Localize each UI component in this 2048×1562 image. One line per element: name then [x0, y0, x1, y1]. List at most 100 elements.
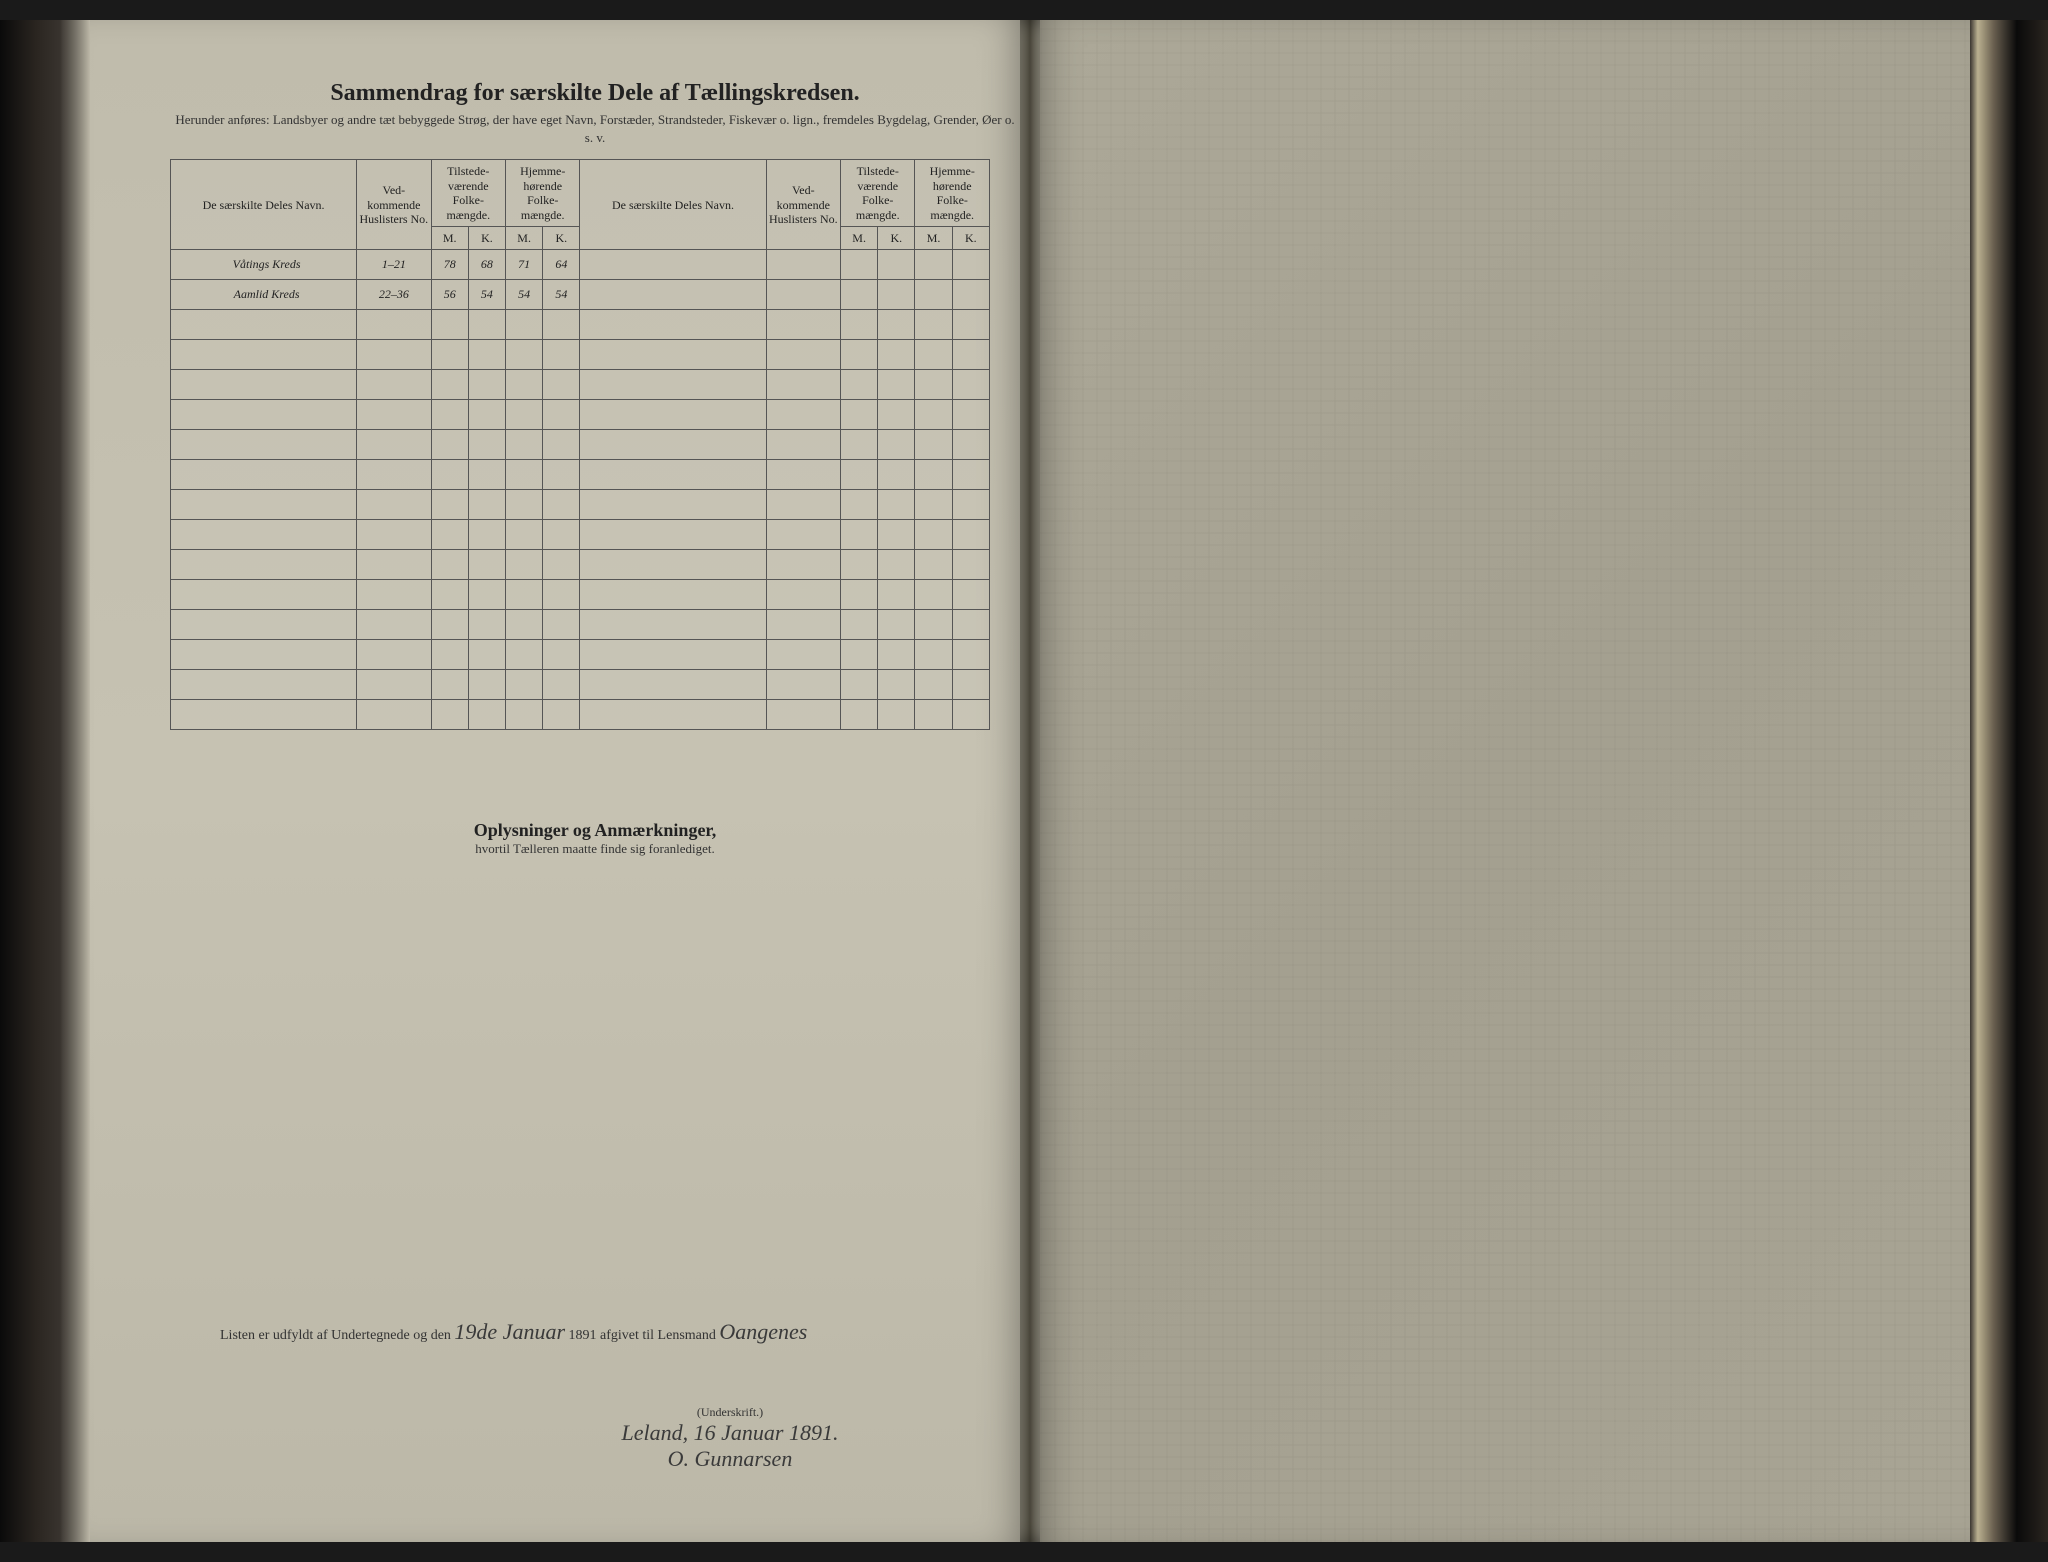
cell-empty — [878, 700, 915, 730]
footer-date-hand: 19de Januar — [454, 1319, 565, 1344]
cell-empty — [543, 550, 580, 580]
cell-empty — [431, 670, 468, 700]
cell-empty — [506, 400, 543, 430]
col-tilstede-2: Tilstede- værende Folke- mængde. — [841, 160, 915, 227]
cell-empty — [766, 670, 840, 700]
cell-empty — [357, 370, 431, 400]
cell-empty — [357, 640, 431, 670]
cell-empty — [543, 490, 580, 520]
table-row-blank — [171, 490, 990, 520]
cell-empty — [543, 370, 580, 400]
cell-empty — [915, 400, 952, 430]
table-row-blank — [171, 640, 990, 670]
cell-empty — [952, 310, 989, 340]
right-book-edge — [1970, 20, 2048, 1542]
cell-empty — [878, 580, 915, 610]
cell-empty — [878, 340, 915, 370]
cell-empty — [431, 310, 468, 340]
cell-empty — [506, 610, 543, 640]
cell-empty — [878, 310, 915, 340]
cell-empty — [171, 460, 357, 490]
table-row: Aamlid Kreds22–3656545454 — [171, 280, 990, 310]
cell-empty — [952, 280, 989, 310]
cell-name: Våtings Kreds — [171, 250, 357, 280]
cell-empty — [878, 490, 915, 520]
cell-empty — [431, 550, 468, 580]
cell-empty — [952, 430, 989, 460]
cell-empty — [171, 520, 357, 550]
cell-empty — [357, 490, 431, 520]
cell-empty — [766, 490, 840, 520]
cell-empty — [171, 640, 357, 670]
cell-empty — [357, 610, 431, 640]
cell-empty — [580, 310, 766, 340]
cell-empty — [952, 700, 989, 730]
cell-empty — [506, 430, 543, 460]
cell-tm: 56 — [431, 280, 468, 310]
cell-empty — [543, 520, 580, 550]
cell-empty — [766, 400, 840, 430]
cell-empty — [506, 640, 543, 670]
notes-block: Oplysninger og Anmærkninger, hvortil Tæl… — [170, 820, 1020, 857]
table-row-blank — [171, 580, 990, 610]
cell-empty — [431, 490, 468, 520]
cell-empty — [431, 430, 468, 460]
cell-empty — [580, 670, 766, 700]
cell-empty — [580, 460, 766, 490]
cell-empty — [952, 610, 989, 640]
cell-empty — [952, 250, 989, 280]
cell-empty — [171, 310, 357, 340]
table-row-blank — [171, 370, 990, 400]
cell-empty — [468, 520, 505, 550]
cell-empty — [878, 400, 915, 430]
cell-empty — [468, 640, 505, 670]
notes-subtitle: hvortil Tælleren maatte finde sig foranl… — [170, 841, 1020, 857]
cell-empty — [543, 640, 580, 670]
cell-empty — [357, 550, 431, 580]
cell-empty — [580, 610, 766, 640]
cell-empty — [468, 700, 505, 730]
cell-empty — [171, 370, 357, 400]
cell-no: 1–21 — [357, 250, 431, 280]
cell-empty — [841, 460, 878, 490]
cell-empty — [357, 580, 431, 610]
cell-empty — [915, 310, 952, 340]
cell-tk: 54 — [468, 280, 505, 310]
cell-hm: 54 — [506, 280, 543, 310]
cell-empty — [431, 400, 468, 430]
cell-empty — [171, 340, 357, 370]
cell-empty — [468, 370, 505, 400]
table-row-blank — [171, 700, 990, 730]
footer-prefix: Listen er udfyldt af Undertegnede og den — [220, 1328, 454, 1343]
cell-empty — [506, 670, 543, 700]
cell-empty — [915, 550, 952, 580]
cell-empty — [915, 280, 952, 310]
cell-empty — [841, 310, 878, 340]
cell-name: Aamlid Kreds — [171, 280, 357, 310]
right-page-blank — [1040, 20, 1970, 1542]
cell-empty — [580, 640, 766, 670]
cell-empty — [543, 580, 580, 610]
cell-empty — [468, 400, 505, 430]
cell-empty — [915, 460, 952, 490]
cell-empty — [841, 430, 878, 460]
cell-empty — [171, 700, 357, 730]
cell-empty — [506, 580, 543, 610]
table-body: Våtings Kreds1–2178687164Aamlid Kreds22–… — [171, 250, 990, 730]
signature-block: (Underskrift.) Leland, 16 Januar 1891. O… — [480, 1405, 980, 1472]
col-m: M. — [431, 226, 468, 249]
cell-empty — [357, 670, 431, 700]
cell-empty — [543, 610, 580, 640]
cell-empty — [171, 610, 357, 640]
cell-empty — [915, 340, 952, 370]
col-k: K. — [878, 226, 915, 249]
cell-empty — [915, 580, 952, 610]
table-row-blank — [171, 400, 990, 430]
col-hjemme: Hjemme- hørende Folke- mængde. — [506, 160, 580, 227]
cell-hm: 71 — [506, 250, 543, 280]
cell-empty — [952, 400, 989, 430]
cell-tm: 78 — [431, 250, 468, 280]
cell-empty — [543, 310, 580, 340]
cell-empty — [841, 340, 878, 370]
census-table: De særskilte Deles Navn. Ved- kommende H… — [170, 159, 990, 730]
